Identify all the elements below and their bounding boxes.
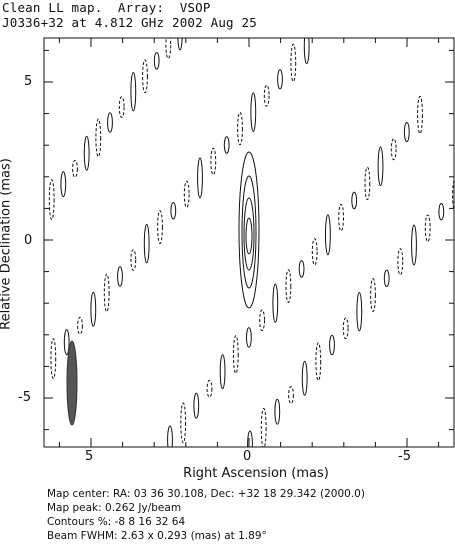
negative-contour bbox=[285, 269, 292, 304]
negative-contour bbox=[260, 407, 267, 447]
negative-contour bbox=[103, 273, 110, 313]
negative-contour bbox=[95, 118, 102, 158]
x-tick-label: -5 bbox=[398, 449, 411, 464]
positive-contour bbox=[130, 72, 137, 112]
positive-contour bbox=[325, 214, 331, 256]
positive-contour bbox=[117, 266, 123, 287]
axis-ticks bbox=[44, 38, 454, 447]
x-tick-label: 5 bbox=[85, 449, 94, 464]
negative-contour bbox=[165, 38, 172, 59]
positive-contour bbox=[301, 360, 308, 396]
positive-contour bbox=[219, 354, 226, 390]
positive-contour bbox=[329, 334, 335, 356]
negative-contour bbox=[263, 84, 270, 107]
beam-ellipse bbox=[66, 340, 78, 426]
negative-contour bbox=[210, 147, 217, 176]
negative-contour bbox=[259, 309, 266, 332]
positive-contour bbox=[277, 69, 283, 90]
source-contour bbox=[243, 197, 255, 271]
contours-text: Contours %: -8 8 16 32 64 bbox=[47, 516, 186, 528]
y-tick-label: 5 bbox=[24, 74, 33, 89]
map-subtitle: J0336+32 at 4.812 GHz 2002 Aug 25 bbox=[2, 15, 257, 30]
source-contour bbox=[238, 151, 260, 309]
negative-contour bbox=[157, 210, 163, 245]
y-axis-label: Relative Declination (mas) bbox=[0, 158, 14, 330]
negative-contour bbox=[50, 338, 57, 380]
negative-contour bbox=[390, 138, 397, 161]
positive-contour bbox=[83, 135, 90, 171]
positive-contour bbox=[60, 171, 67, 198]
negative-contour bbox=[142, 59, 148, 94]
positive-contour bbox=[438, 203, 445, 221]
positive-contour bbox=[38, 361, 43, 389]
negative-contour bbox=[118, 96, 125, 118]
negative-contour bbox=[338, 203, 345, 232]
x-tick-label: 0 bbox=[243, 449, 252, 464]
map-peak-text: Map peak: 0.262 Jy/beam bbox=[47, 502, 182, 514]
positive-contour bbox=[177, 38, 183, 51]
x-axis-label: Right Ascension (mas) bbox=[183, 466, 329, 481]
positive-contour bbox=[143, 223, 150, 264]
positive-contour bbox=[223, 136, 230, 154]
positive-contour bbox=[250, 92, 257, 132]
positive-contour bbox=[383, 269, 390, 287]
positive-contour bbox=[170, 202, 177, 220]
negative-contour bbox=[311, 238, 318, 266]
positive-contour bbox=[167, 425, 173, 447]
positive-contour bbox=[274, 398, 281, 425]
positive-contour bbox=[272, 283, 279, 323]
negative-contour bbox=[77, 316, 83, 335]
negative-contour bbox=[237, 111, 243, 146]
negative-contour bbox=[206, 379, 213, 398]
negative-contour bbox=[183, 180, 190, 208]
positive-contour bbox=[90, 291, 97, 327]
negative-contour bbox=[315, 342, 322, 382]
negative-contour bbox=[370, 278, 376, 312]
source-contour bbox=[245, 217, 253, 255]
y-tick-label: 0 bbox=[24, 233, 33, 248]
positive-contour bbox=[193, 392, 200, 419]
positive-contour bbox=[411, 224, 417, 266]
negative-contour bbox=[232, 335, 239, 374]
negative-contour bbox=[72, 159, 78, 178]
contour-lines bbox=[38, 38, 454, 447]
positive-contour bbox=[298, 260, 305, 278]
negative-contour bbox=[130, 249, 137, 271]
negative-contour bbox=[318, 38, 322, 39]
map-title: Clean LL map. Array: VSOP bbox=[2, 0, 211, 15]
positive-contour bbox=[197, 157, 203, 199]
map-center-text: Map center: RA: 03 36 30.108, Dec: +32 1… bbox=[47, 488, 365, 500]
positive-contour bbox=[356, 292, 363, 332]
negative-contour bbox=[424, 214, 431, 243]
positive-contour bbox=[247, 430, 253, 447]
positive-contour bbox=[38, 201, 43, 229]
negative-contour bbox=[48, 179, 55, 221]
negative-contour bbox=[342, 317, 349, 340]
plot-frame bbox=[43, 37, 455, 448]
positive-contour bbox=[351, 191, 358, 210]
negative-contour bbox=[180, 402, 187, 444]
positive-contour bbox=[403, 122, 410, 143]
negative-contour bbox=[417, 95, 423, 135]
negative-contour bbox=[288, 386, 294, 404]
positive-contour bbox=[377, 146, 384, 187]
positive-contour bbox=[107, 112, 113, 133]
source-contour bbox=[241, 175, 257, 289]
y-tick-label: -5 bbox=[18, 390, 31, 405]
positive-contour bbox=[246, 327, 252, 348]
negative-contour bbox=[364, 166, 371, 201]
positive-contour bbox=[153, 52, 160, 70]
positive-contour bbox=[303, 38, 310, 65]
beam-fwhm-text: Beam FWHM: 2.63 x 0.293 (mas) at 1.89° bbox=[47, 530, 267, 542]
positive-contour bbox=[63, 329, 70, 356]
negative-contour bbox=[290, 43, 297, 83]
negative-contour bbox=[397, 248, 404, 276]
